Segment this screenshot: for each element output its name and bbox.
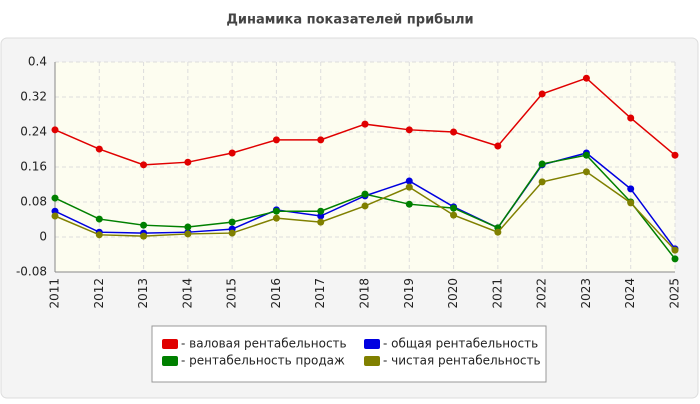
data-point — [228, 218, 236, 226]
data-point — [51, 212, 59, 220]
data-point — [317, 218, 325, 226]
data-point — [95, 215, 103, 223]
data-point — [184, 223, 192, 231]
data-point — [361, 190, 369, 198]
data-point — [51, 207, 59, 215]
x-tick-label: 2018 — [358, 278, 372, 309]
data-point — [405, 200, 413, 208]
data-point — [317, 212, 325, 220]
y-tick-label: 0 — [39, 230, 47, 244]
data-point — [494, 142, 502, 150]
legend-label: - чистая рентабельность — [383, 354, 541, 368]
x-tick-label: 2025 — [668, 278, 682, 309]
y-tick-label: 0.24 — [20, 125, 47, 139]
data-point — [228, 229, 236, 237]
data-point — [671, 255, 679, 263]
x-tick-label: 2016 — [269, 278, 283, 309]
y-tick-label: 0.16 — [20, 160, 47, 174]
data-point — [671, 246, 679, 254]
data-point — [450, 128, 458, 136]
data-point — [140, 221, 148, 229]
data-point — [51, 194, 59, 202]
data-point — [228, 149, 236, 157]
data-point — [627, 114, 635, 122]
data-point — [272, 136, 280, 144]
data-point — [361, 202, 369, 210]
legend-swatch — [364, 356, 380, 366]
x-tick-label: 2015 — [225, 278, 239, 309]
x-tick-label: 2020 — [446, 278, 460, 309]
x-tick-label: 2021 — [490, 278, 504, 309]
y-tick-label: 0.32 — [20, 90, 47, 104]
data-point — [450, 204, 458, 212]
legend-label: - рентабельность продаж — [181, 354, 345, 368]
x-tick-label: 2012 — [92, 278, 106, 309]
data-point — [95, 231, 103, 239]
data-point — [184, 230, 192, 238]
data-point — [272, 214, 280, 222]
data-point — [538, 160, 546, 168]
x-tick-label: 2013 — [136, 278, 150, 309]
x-tick-label: 2011 — [48, 278, 62, 309]
data-point — [582, 151, 590, 159]
legend-swatch — [162, 356, 178, 366]
data-point — [317, 136, 325, 144]
data-point — [361, 120, 369, 128]
x-tick-label: 2024 — [623, 278, 637, 309]
x-tick-label: 2014 — [180, 278, 194, 309]
y-tick-label: -0.08 — [16, 265, 47, 279]
chart-title: Динамика показателей прибыли — [226, 13, 473, 28]
data-point — [317, 207, 325, 215]
y-tick-label: 0.08 — [20, 195, 47, 209]
x-tick-label: 2019 — [402, 278, 416, 309]
data-point — [538, 90, 546, 98]
y-tick-label: 0.4 — [28, 55, 47, 69]
data-point — [272, 207, 280, 215]
legend — [151, 325, 547, 383]
legend-label: - общая рентабельность — [383, 337, 538, 351]
data-point — [405, 177, 413, 185]
legend-swatch — [162, 339, 178, 349]
data-point — [140, 232, 148, 240]
data-point — [51, 126, 59, 134]
data-point — [627, 185, 635, 193]
data-point — [95, 145, 103, 153]
legend-label: - валовая рентабельность — [181, 337, 347, 351]
data-point — [582, 74, 590, 82]
data-point — [582, 168, 590, 176]
x-tick-label: 2017 — [313, 278, 327, 309]
x-tick-label: 2023 — [579, 278, 593, 309]
data-point — [627, 199, 635, 207]
data-point — [494, 228, 502, 236]
x-tick-label: 2022 — [535, 278, 549, 309]
data-point — [140, 161, 148, 169]
data-point — [405, 183, 413, 191]
data-point — [538, 178, 546, 186]
data-point — [450, 211, 458, 219]
data-point — [671, 151, 679, 159]
data-point — [405, 126, 413, 134]
data-point — [184, 158, 192, 166]
legend-swatch — [364, 339, 380, 349]
